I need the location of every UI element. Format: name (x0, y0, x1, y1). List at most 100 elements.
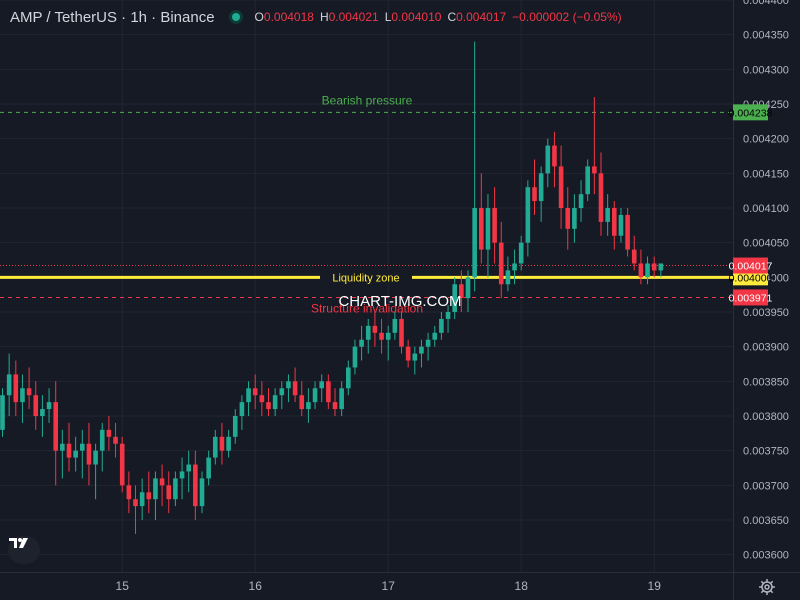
candle (312, 381, 318, 410)
candle-body (86, 443, 92, 465)
candle (126, 471, 132, 514)
candle (465, 270, 471, 312)
last-price-label: 0.004017 (729, 261, 773, 273)
candle (618, 208, 624, 243)
candle (46, 388, 52, 423)
candle-body (106, 429, 112, 437)
candle-body (419, 346, 424, 354)
y-tick-label: 0.004300 (743, 64, 789, 76)
candle-body (618, 214, 624, 236)
ohlc-readout: O0.004018 H0.004021 L0.004010 C0.004017 … (255, 10, 622, 24)
last-price-tag (733, 257, 768, 274)
candle-body (292, 381, 298, 396)
tradingview-logo-icon[interactable] (8, 536, 40, 564)
watermark-layer: CHART-IMG.COM (338, 293, 461, 310)
candle-body (432, 332, 438, 340)
y-tick-label: 0.003800 (743, 411, 789, 423)
candle-body (93, 450, 98, 465)
candle-body (219, 436, 225, 451)
candle-body (26, 388, 32, 396)
candle-body (126, 485, 132, 500)
candle (578, 180, 584, 222)
candle-body (359, 339, 364, 347)
candle-body (638, 263, 644, 278)
low-value: 0.004010 (391, 10, 442, 24)
candle-body (179, 471, 185, 479)
candle (472, 41, 477, 292)
candle (106, 416, 112, 451)
candle (159, 464, 165, 507)
candle (512, 249, 517, 285)
candle (625, 208, 630, 257)
candles (0, 41, 664, 534)
candle (319, 374, 324, 403)
candle-body (232, 416, 238, 437)
price-labels: 0.004238 0.004000 0.003971 0.004017 (729, 104, 773, 306)
candle (166, 471, 172, 514)
candle (479, 173, 484, 264)
symbol-title[interactable]: AMP / TetherUS · 1h · Binance (10, 8, 215, 26)
candle-body (365, 325, 371, 340)
candle-body (299, 395, 305, 410)
y-tick-label: 0.003700 (743, 480, 789, 492)
low-label: L (384, 10, 392, 24)
candle (598, 152, 604, 236)
candle (631, 235, 637, 271)
candle-body (631, 249, 637, 264)
annotation-price-tag (733, 289, 768, 306)
y-tick-label: 0.004150 (743, 168, 789, 180)
candle (252, 374, 258, 410)
candle (179, 457, 185, 500)
candle-body (332, 402, 338, 410)
candle (545, 138, 551, 188)
candle-body (352, 346, 358, 368)
candle-body (525, 187, 531, 243)
x-tick-label: 15 (116, 579, 130, 593)
grid (0, 0, 733, 572)
candle-body (33, 395, 39, 416)
candle (206, 450, 211, 486)
candle-body (625, 214, 630, 250)
candle (332, 388, 338, 416)
candle-body (272, 395, 278, 410)
candle (199, 471, 205, 514)
candle-body (53, 402, 58, 451)
candle (73, 436, 78, 472)
candle-body (113, 436, 118, 444)
annotation-price-tag (733, 104, 768, 121)
candle-body (658, 263, 664, 271)
candle (405, 339, 411, 368)
candle-body (252, 388, 258, 396)
annotation-label: Liquidity zone (332, 272, 399, 284)
candle (538, 166, 544, 222)
candle (213, 429, 218, 465)
annotation-label: Structure invalidation (311, 301, 423, 315)
candle (186, 450, 191, 493)
y-tick-label: 0.003650 (743, 515, 789, 527)
candle-body (572, 208, 577, 229)
candle (498, 221, 504, 299)
x-tick-label: 18 (515, 579, 529, 593)
gear-icon[interactable] (758, 578, 776, 596)
candle (286, 374, 291, 403)
horizontal-lines: Bearish pressure Liquidity zone Structure … (0, 93, 733, 315)
candle (299, 381, 305, 416)
annotation-price-label: 0.004238 (729, 107, 773, 119)
candle-body (159, 478, 165, 486)
candle (439, 312, 444, 340)
candle-body (213, 436, 218, 458)
candle-body (6, 374, 12, 396)
candle-body (20, 388, 25, 403)
candle-body (40, 409, 45, 416)
candle (352, 339, 358, 375)
candle (392, 312, 398, 340)
candle-body (445, 312, 451, 319)
candle (66, 422, 72, 472)
candle (525, 180, 531, 257)
candle (385, 325, 391, 361)
candle (246, 381, 251, 416)
candle-body (492, 208, 497, 243)
y-tick-label: 0.004100 (743, 203, 789, 215)
candle-body (206, 457, 211, 479)
